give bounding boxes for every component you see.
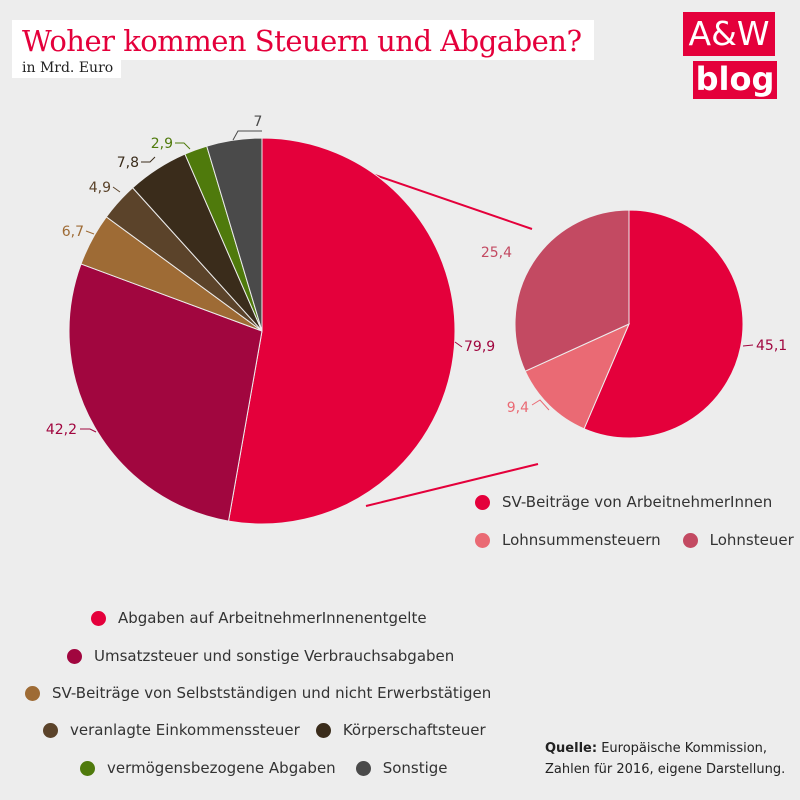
source-label: Quelle: <box>545 741 598 756</box>
legend-item-vermoegen: vermögensbezogene Abgaben <box>80 759 336 777</box>
legend-label: SV-Beiträge von ArbeitnehmerInnen <box>502 493 773 511</box>
data-label-lohnsteuer: 25,4 <box>481 245 512 261</box>
detail-legend-row-2: Lohnsummensteuern Lohnsteuer <box>475 531 794 549</box>
data-labels: 79,9 42,2 6,7 4,9 7,8 2,9 7 45,1 9,4 25,4 <box>46 114 787 438</box>
legend-label: Lohnsummensteuern <box>502 531 661 549</box>
leader-line <box>112 186 121 193</box>
legend-item-umsatz: Umsatzsteuer und sonstige Verbrauchsabga… <box>67 647 454 665</box>
leader-line <box>742 344 754 347</box>
connector-line-bottom <box>365 463 539 507</box>
data-label-verm-gensbezogene-abgaben: 2,9 <box>151 136 173 152</box>
leader-line <box>80 428 97 433</box>
legend-label: Umsatzsteuer und sonstige Verbrauchsabga… <box>94 647 455 665</box>
legend-item-lohnsummen: Lohnsummensteuern <box>475 531 661 549</box>
legend-item-einkommen: veranlagte Einkommenssteuer <box>43 721 300 739</box>
legend-dot <box>25 685 40 701</box>
data-label-lohnsummensteuern: 9,4 <box>507 400 529 416</box>
legend-label: vermögensbezogene Abgaben <box>107 759 336 777</box>
legend-item-sv-arbeitnehmer: SV-Beiträge von ArbeitnehmerInnen <box>475 493 772 511</box>
data-label-sonstige: 7 <box>254 114 263 130</box>
data-label-veranlagte-einkommenssteuer: 4,9 <box>89 180 111 196</box>
main-legend-row-2: Umsatzsteuer und sonstige Verbrauchsabga… <box>67 647 454 665</box>
legend-dot <box>475 532 490 548</box>
pie-slice-sonstige <box>206 137 263 332</box>
pie-slice-lohnsteuer <box>514 209 630 372</box>
aw-blog-logo[interactable]: A&W blog <box>683 12 783 99</box>
leader-line <box>85 230 95 235</box>
legend-dot <box>91 610 106 626</box>
main-legend-row-3: SV-Beiträge von Selbstständigen und nich… <box>25 684 491 702</box>
connector-line-top <box>371 173 533 230</box>
data-label-umsatzsteuer-und-sonstige-verbrauchsabgaben: 42,2 <box>46 422 77 438</box>
main-legend-row-4: veranlagte Einkommenssteuer Körperschaft… <box>43 721 486 739</box>
legend-label: veranlagte Einkommenssteuer <box>70 721 300 739</box>
main-legend-row-1: Abgaben auf ArbeitnehmerInnenentgelte <box>91 609 427 627</box>
legend-label: Lohnsteuer <box>709 531 794 549</box>
legend-label: Abgaben auf ArbeitnehmerInnenentgelte <box>118 609 427 627</box>
data-label-sv-beitr-ge-von-arbeitnehmerinnen: 45,1 <box>756 338 787 354</box>
leader-line <box>531 399 550 411</box>
legend-label: Sonstige <box>382 759 448 777</box>
source-text-1: Europäische Kommission, <box>597 741 768 756</box>
legend-item-koerperschaft: Körperschaftsteuer <box>315 721 486 739</box>
legend-item-abgaben: Abgaben auf ArbeitnehmerInnenentgelte <box>91 609 427 627</box>
data-label-sv-beitr-ge-von-selbstst-ndigen-und-nicht-erwerbst-tigen: 6,7 <box>62 224 84 240</box>
detail-legend-row-1: SV-Beiträge von ArbeitnehmerInnen <box>475 493 772 511</box>
main-legend-row-5: vermögensbezogene Abgaben Sonstige <box>80 759 448 777</box>
leader-line <box>141 156 156 163</box>
legend-item-sonstige: Sonstige <box>355 759 448 777</box>
legend-dot <box>475 494 490 510</box>
legend-dot <box>315 722 331 738</box>
chart-subtitle: in Mrd. Euro <box>22 60 114 76</box>
logo-line1: A&W <box>683 12 775 56</box>
main-pie <box>68 137 456 525</box>
chart-title: Woher kommen Steuern und Abgaben? <box>22 24 582 58</box>
legend-label: Körperschaftsteuer <box>342 721 486 739</box>
legend-dot <box>355 760 371 776</box>
legend-item-lohnsteuer: Lohnsteuer <box>682 531 794 549</box>
title-box: Woher kommen Steuern und Abgaben? <box>12 20 594 60</box>
subtitle-box: in Mrd. Euro <box>12 59 122 78</box>
pie-slice-sv-beitr-ge-von-arbeitnehmerinnen <box>583 209 744 439</box>
logo-line2: blog <box>693 61 777 99</box>
leader-line <box>175 142 191 150</box>
source-line-2: Zahlen für 2016, eigene Darstellung. <box>545 762 786 777</box>
source-line-1: Quelle: Europäische Kommission, <box>545 738 785 759</box>
leader-line <box>454 341 463 348</box>
detail-pie <box>514 209 744 439</box>
legend-dot <box>67 648 82 664</box>
source-note: Quelle: Europäische Kommission, Zahlen f… <box>545 738 785 780</box>
data-label-k-rperschaftsteuer: 7,8 <box>117 155 139 171</box>
pie-slice-umsatzsteuer-und-sonstige-verbrauchsabgaben <box>68 263 263 522</box>
legend-dot <box>43 722 58 738</box>
legend-dot <box>682 532 698 548</box>
pie-slice-lohnsummensteuern <box>524 323 630 430</box>
legend-label: SV-Beiträge von Selbstständigen und nich… <box>52 684 492 702</box>
legend-item-sv-selbst: SV-Beiträge von Selbstständigen und nich… <box>25 684 491 702</box>
pie-slice-abgaben-auf-arbeitnehmerinnenentgelte <box>227 137 456 525</box>
data-label-abgaben-auf-arbeitnehmerinnenentgelte: 79,9 <box>464 339 495 355</box>
leader-line <box>232 130 262 141</box>
legend-dot <box>80 760 95 776</box>
